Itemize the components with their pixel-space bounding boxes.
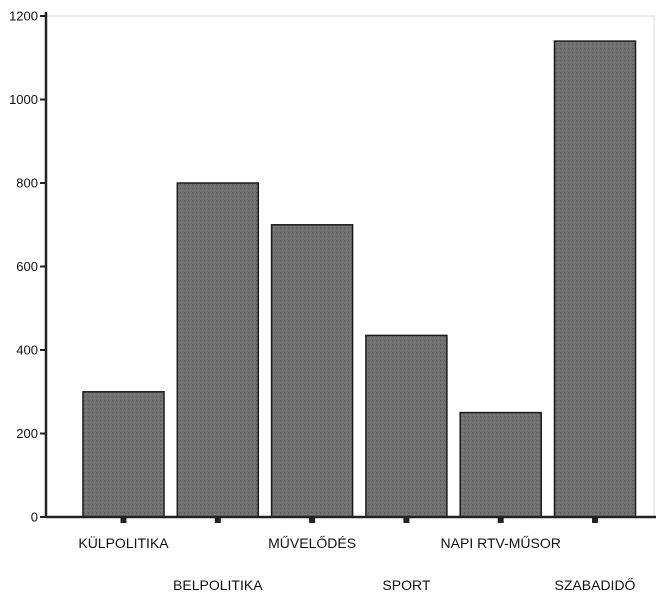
bar-2 — [176, 182, 260, 518]
category-label-5: NAPI RTV-MŰSOR — [441, 535, 561, 551]
bar-5 — [459, 411, 542, 518]
x-tick-4 — [403, 517, 410, 523]
y-tick-label-1000: 1000 — [9, 92, 38, 107]
category-label-3: MŰVELŐDÉS — [268, 535, 356, 551]
bar-6 — [553, 40, 637, 518]
category-label-6: SZABADIDŐ — [555, 577, 636, 593]
x-tick-1 — [120, 517, 127, 523]
x-tick-6 — [592, 517, 598, 523]
category-label-4: SPORT — [382, 577, 430, 593]
y-tick-label-800: 800 — [16, 176, 38, 191]
bar-1 — [82, 391, 165, 518]
category-label-2: BELPOLITIKA — [173, 577, 263, 593]
y-tick-label-1200: 1200 — [9, 9, 38, 24]
y-tick-label-200: 200 — [16, 426, 38, 441]
category-label-1: KÜLPOLITIKA — [78, 534, 169, 551]
x-tick-3 — [309, 517, 316, 523]
x-tick-2 — [214, 517, 221, 523]
y-tick-label-400: 400 — [16, 343, 38, 358]
y-ticks-layer: 0 200 400 600 800 1000 1200 — [9, 9, 46, 525]
x-tick-5 — [497, 517, 504, 523]
bar-4 — [365, 334, 448, 518]
y-tick-label-600: 600 — [16, 259, 38, 274]
y-tick-label-0: 0 — [31, 510, 38, 525]
bar-3 — [270, 224, 354, 518]
bars-layer — [82, 40, 637, 518]
category-labels-layer: KÜLPOLITIKA BELPOLITIKA MŰVELŐDÉS SPORT NAPI… — [78, 534, 635, 593]
